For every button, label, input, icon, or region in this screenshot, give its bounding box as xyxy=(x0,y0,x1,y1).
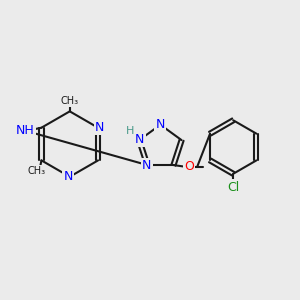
Text: N: N xyxy=(95,121,104,134)
Text: CH₃: CH₃ xyxy=(28,166,46,176)
Text: H: H xyxy=(126,126,134,136)
Text: N: N xyxy=(156,118,165,130)
Text: N: N xyxy=(64,170,73,183)
Text: N: N xyxy=(135,133,145,146)
Text: O: O xyxy=(184,160,194,173)
Text: N: N xyxy=(142,159,152,172)
Text: CH₃: CH₃ xyxy=(61,96,79,106)
Text: NH: NH xyxy=(16,124,34,137)
Text: Cl: Cl xyxy=(227,181,239,194)
